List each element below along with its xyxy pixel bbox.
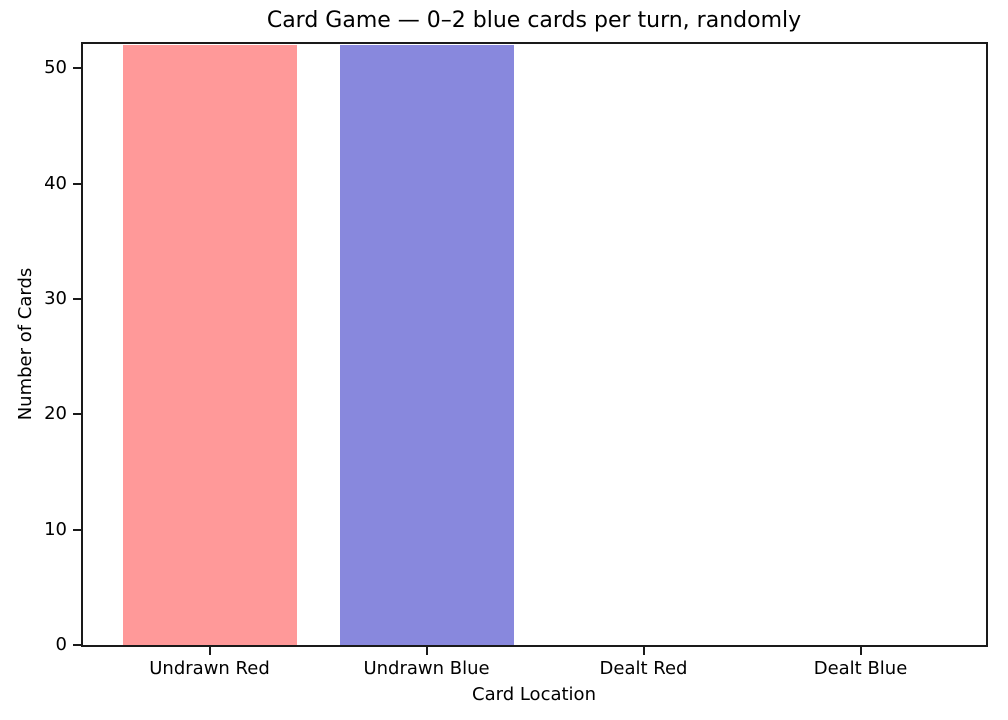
x-axis-label: Card Location [472,684,596,705]
x-tick-mark [425,647,428,655]
y-tick-mark [73,644,81,646]
x-tick-label: Undrawn Blue [363,658,490,679]
x-tick-mark [642,647,645,655]
y-tick-label: 30 [44,287,67,309]
y-tick-label: 10 [44,518,67,540]
y-tick-label: 20 [44,403,67,425]
y-tick-mark [73,413,81,416]
plot-area [81,42,988,647]
y-tick-label: 50 [44,57,67,79]
y-tick-mark [73,182,81,185]
y-tick-mark [73,528,81,531]
y-axis-label: Number of Cards [15,267,36,421]
bar-undrawn-blue [339,45,514,645]
y-tick-mark [73,67,81,70]
chart-title: Card Game — 0–2 blue cards per turn, ran… [266,8,802,33]
y-tick-label: 40 [44,172,67,194]
x-tick-label: Dealt Red [599,658,688,679]
x-tick-mark [859,647,862,655]
bar-undrawn-red [122,45,297,645]
x-tick-label: Undrawn Red [149,658,270,679]
x-tick-mark [208,647,211,655]
y-tick-mark [73,297,81,300]
x-tick-label: Dealt Blue [813,658,908,679]
y-tick-label: 0 [55,634,67,655]
